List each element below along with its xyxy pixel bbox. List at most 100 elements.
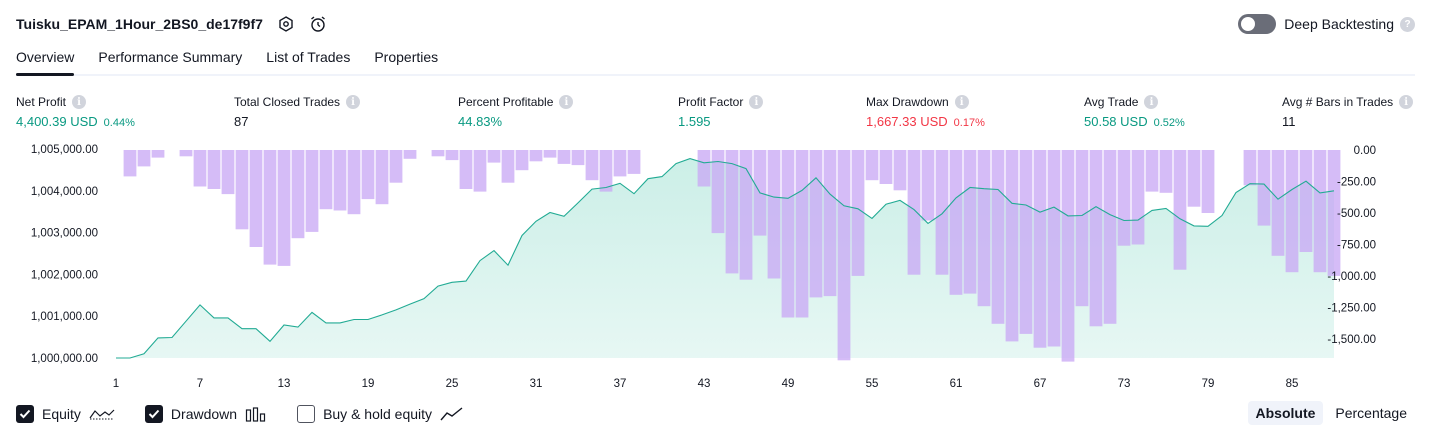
drawdown-bar	[361, 150, 375, 200]
equity-line-icon	[89, 406, 115, 422]
drawdown-bar	[347, 150, 361, 215]
drawdown-bar	[487, 150, 501, 163]
drawdown-bar	[613, 150, 627, 177]
settings-icon[interactable]	[277, 15, 295, 33]
drawdown-bar	[1005, 150, 1019, 342]
drawdown-bars-icon	[245, 406, 267, 422]
right-axis-tick: 0.00	[1354, 145, 1376, 157]
info-icon[interactable]: i	[72, 95, 87, 109]
drawdown-checkbox[interactable]	[144, 405, 163, 423]
drawdown-bar	[837, 150, 851, 361]
x-axis-tick: 7	[197, 378, 203, 390]
drawdown-bar	[431, 150, 445, 157]
x-axis-tick: 37	[614, 378, 627, 390]
stat-value: 4,400.39 USD	[16, 114, 98, 129]
stat-label: Total Closed Trades	[234, 95, 341, 109]
drawdown-bar	[851, 150, 865, 276]
help-icon[interactable]: ?	[1400, 16, 1415, 32]
legend-buy-hold[interactable]: Buy & hold equity	[297, 405, 464, 423]
left-axis-tick: 1,005,000.00	[31, 144, 98, 156]
info-icon[interactable]: i	[1144, 95, 1159, 109]
stat-profit-factor: Profit Factor i 1.595	[678, 94, 764, 130]
add-alert-icon[interactable]	[309, 15, 327, 33]
drawdown-bar	[781, 150, 795, 318]
percentage-button[interactable]: Percentage	[1335, 405, 1407, 421]
tab-overview[interactable]: Overview	[16, 46, 75, 76]
stat-value: 1,667.33 USD	[866, 114, 948, 129]
stat-max-drawdown: Max Drawdown i 1,667.33 USD 0.17%	[866, 94, 985, 130]
drawdown-bar	[1089, 150, 1103, 327]
drawdown-bar	[1047, 150, 1061, 347]
drawdown-bar	[1103, 150, 1117, 324]
deep-backtesting-label: Deep Backtesting	[1284, 16, 1394, 32]
drawdown-bar	[725, 150, 739, 274]
drawdown-bar	[151, 150, 165, 158]
tab-list-of-trades[interactable]: List of Trades	[266, 49, 351, 65]
drawdown-bar	[1201, 150, 1215, 213]
right-axis-tick: -1,250.00	[1327, 302, 1376, 314]
legend-equity-label: Equity	[42, 406, 81, 422]
right-axis-tick: -750.00	[1337, 240, 1376, 252]
info-icon[interactable]: i	[749, 95, 764, 109]
drawdown-bar	[123, 150, 137, 177]
drawdown-bar	[1285, 150, 1299, 273]
tab-performance-summary[interactable]: Performance Summary	[98, 49, 243, 65]
drawdown-bar	[935, 150, 949, 275]
drawdown-bar	[991, 150, 1005, 324]
drawdown-bar	[501, 150, 515, 183]
drawdown-bar	[193, 150, 207, 187]
drawdown-bar	[963, 150, 977, 294]
equity-line	[116, 158, 1335, 359]
drawdown-bar	[277, 150, 291, 266]
drawdown-bar	[977, 150, 991, 307]
stat-label: Max Drawdown	[866, 95, 949, 109]
legend-equity[interactable]: Equity	[16, 405, 115, 423]
deep-backtesting-toggle[interactable]	[1238, 14, 1277, 34]
legend-buy-hold-label: Buy & hold equity	[323, 406, 433, 422]
drawdown-bar	[865, 150, 879, 181]
absolute-button[interactable]: Absolute	[1247, 401, 1324, 425]
info-icon[interactable]: i	[1399, 95, 1414, 109]
stat-label: Profit Factor	[678, 95, 744, 109]
x-axis-tick: 19	[362, 378, 375, 390]
drawdown-bar	[1313, 150, 1327, 273]
drawdown-bar	[445, 150, 459, 161]
drawdown-bar	[529, 150, 543, 162]
drawdown-bar	[949, 150, 963, 295]
stat-net-profit: Net Profit i 4,400.39 USD 0.44%	[16, 94, 135, 130]
stat-value: 50.58 USD	[1084, 114, 1148, 129]
buy-hold-checkbox[interactable]	[297, 405, 316, 423]
chart-legend: Equity Drawdown Buy & hold equity	[16, 403, 494, 425]
left-axis-tick: 1,002,000.00	[31, 269, 98, 281]
drawdown-bar	[263, 150, 277, 265]
x-axis-tick: 67	[1034, 378, 1047, 390]
legend-drawdown[interactable]: Drawdown	[144, 405, 267, 423]
stat-total-closed-trades: Total Closed Trades i 87	[234, 94, 361, 130]
header: Tuisku_EPAM_1Hour_2BS0_de17f9f7 Deep Bac…	[16, 12, 1415, 36]
drawdown-bar	[1327, 150, 1341, 276]
equity-checkbox[interactable]	[16, 405, 34, 423]
drawdown-bar	[1117, 150, 1131, 246]
drawdown-bar	[375, 150, 389, 205]
display-mode-switch: Absolute Percentage	[1244, 401, 1416, 425]
x-axis-tick: 49	[782, 378, 795, 390]
stat-avg-bars-in-trades: Avg # Bars in Trades i 11	[1282, 94, 1414, 130]
info-icon[interactable]: i	[346, 95, 361, 109]
tab-properties[interactable]: Properties	[374, 49, 439, 65]
equity-drawdown-chart[interactable]: 1,005,000.00 1,004,000.00 1,003,000.00 1,00…	[0, 138, 1431, 400]
drawdown-bar	[333, 150, 347, 211]
stat-label: Avg Trade	[1084, 95, 1139, 109]
x-axis-tick: 61	[950, 378, 963, 390]
stat-value: 11	[1282, 114, 1296, 129]
right-axis-tick: -500.00	[1337, 208, 1376, 220]
info-icon[interactable]: i	[559, 95, 574, 109]
drawdown-bar	[403, 150, 417, 159]
drawdown-bar	[1271, 150, 1285, 256]
info-icon[interactable]: i	[954, 95, 969, 109]
stat-label: Net Profit	[16, 95, 67, 109]
drawdown-bar	[585, 150, 599, 181]
left-axis-tick: 1,001,000.00	[31, 311, 98, 323]
x-axis-tick: 25	[446, 378, 459, 390]
stat-label: Avg # Bars in Trades	[1282, 95, 1394, 109]
drawdown-bar	[739, 150, 753, 280]
